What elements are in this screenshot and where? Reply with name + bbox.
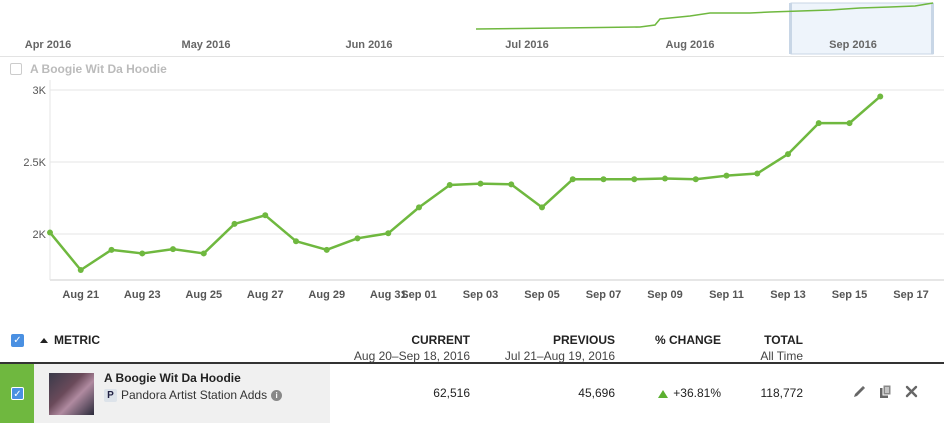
total-column-header[interactable]: TOTAL All Time xyxy=(760,333,803,363)
x-tick-label: Sep 17 xyxy=(893,289,928,301)
previous-header-label: PREVIOUS xyxy=(552,333,615,347)
info-icon[interactable]: i xyxy=(271,389,283,401)
metric-header-label: METRIC xyxy=(54,333,100,347)
navigator-chart[interactable]: Apr 2016 May 2016 Jun 2016 Jul 2016 Aug 2016… xyxy=(0,0,944,57)
data-point[interactable] xyxy=(200,250,207,257)
data-point[interactable] xyxy=(569,176,576,183)
total-header-sub: All Time xyxy=(760,349,803,363)
data-point[interactable] xyxy=(477,180,484,187)
row-checkbox[interactable]: ✓ xyxy=(11,387,24,400)
previous-value: 45,696 xyxy=(578,386,615,400)
x-tick-label: Aug 25 xyxy=(185,289,222,301)
data-point[interactable] xyxy=(323,246,330,253)
data-point[interactable] xyxy=(231,220,238,227)
data-point[interactable] xyxy=(815,120,822,127)
metric-line: P Pandora Artist Station Adds i xyxy=(104,388,283,402)
copy-icon[interactable] xyxy=(878,384,893,399)
data-point[interactable] xyxy=(77,267,84,273)
data-point[interactable] xyxy=(754,170,761,177)
data-point[interactable] xyxy=(692,176,699,183)
data-point[interactable] xyxy=(416,204,422,211)
x-tick-label: Aug 29 xyxy=(308,289,345,301)
main-chart: 2K 2.5K 3K Aug 21 Aug 23 Aug 25 Aug 27 Aug 29 A… xyxy=(23,80,944,301)
table-header: ✓ METRIC CURRENT Aug 20–Sep 18, 2016 PRE… xyxy=(0,318,944,364)
data-point[interactable] xyxy=(539,204,545,211)
close-icon[interactable] xyxy=(904,384,919,399)
x-tick-label: Aug 27 xyxy=(247,289,284,301)
current-value: 62,516 xyxy=(433,386,470,400)
metric-name: Pandora Artist Station Adds xyxy=(121,388,268,402)
previous-column-header[interactable]: PREVIOUS Jul 21–Aug 19, 2016 xyxy=(505,333,615,363)
row-name-cell: A Boogie Wit Da Hoodie P Pandora Artist … xyxy=(34,364,330,423)
y-tick-label: 3K xyxy=(33,85,47,97)
x-tick-label: Aug 31 xyxy=(370,289,407,301)
table-row: ✓ A Boogie Wit Da Hoodie P Pandora Artis… xyxy=(0,364,944,423)
data-point[interactable] xyxy=(293,238,299,245)
y-tick-label: 2.5K xyxy=(23,157,46,169)
navigator-month-label: Jun 2016 xyxy=(345,39,392,51)
previous-header-range: Jul 21–Aug 19, 2016 xyxy=(504,349,615,363)
y-tick-label: 2K xyxy=(33,229,47,241)
pencil-icon[interactable] xyxy=(852,384,867,399)
change-header-label: % CHANGE xyxy=(654,333,721,347)
navigator-handle-right[interactable] xyxy=(931,3,934,54)
data-point[interactable] xyxy=(600,176,607,183)
total-header-label: TOTAL xyxy=(764,333,803,347)
navigator-handle-left[interactable] xyxy=(789,3,792,54)
change-value: +36.81% xyxy=(673,386,721,400)
pandora-icon: P xyxy=(104,388,117,402)
data-point[interactable] xyxy=(446,182,453,189)
x-tick-label: Sep 15 xyxy=(832,289,867,301)
data-point[interactable] xyxy=(170,246,176,253)
change-value-cell: +36.81% xyxy=(658,386,721,400)
series-checkbox[interactable] xyxy=(10,63,22,75)
data-point[interactable] xyxy=(139,250,146,257)
select-all-checkbox[interactable]: ✓ xyxy=(11,334,24,347)
navigator[interactable]: Apr 2016 May 2016 Jun 2016 Jul 2016 Aug 2016… xyxy=(0,0,944,57)
x-tick-label: Sep 07 xyxy=(586,289,621,301)
change-column-header[interactable]: % CHANGE xyxy=(655,333,721,347)
data-point[interactable] xyxy=(262,212,269,219)
navigator-month-label: Sep 2016 xyxy=(829,39,877,51)
x-tick-label: Sep 13 xyxy=(770,289,805,301)
up-arrow-icon xyxy=(658,390,669,398)
navigator-selection[interactable] xyxy=(790,2,934,55)
row-actions xyxy=(852,384,919,399)
data-point[interactable] xyxy=(662,175,668,182)
data-point[interactable] xyxy=(877,93,884,100)
data-point[interactable] xyxy=(385,230,392,237)
current-header-range: Aug 20–Sep 18, 2016 xyxy=(353,349,470,363)
x-tick-label: Sep 03 xyxy=(463,289,498,301)
navigator-month-label: Jul 2016 xyxy=(505,39,548,51)
navigator-month-label: Apr 2016 xyxy=(25,39,71,51)
series-line xyxy=(49,95,882,272)
data-point[interactable] xyxy=(846,120,853,127)
data-point[interactable] xyxy=(631,176,638,183)
navigator-month-label: Aug 2016 xyxy=(666,39,715,51)
data-point[interactable] xyxy=(785,151,791,158)
data-point[interactable] xyxy=(354,235,361,242)
metric-column-header[interactable]: METRIC xyxy=(40,333,100,347)
data-point[interactable] xyxy=(723,172,730,179)
x-tick-label: Sep 09 xyxy=(647,289,682,301)
current-header-label: CURRENT xyxy=(411,333,470,347)
data-point[interactable] xyxy=(508,181,515,188)
total-value: 118,772 xyxy=(760,386,804,400)
artist-name[interactable]: A Boogie Wit Da Hoodie xyxy=(104,371,241,385)
x-tick-label: Sep 11 xyxy=(709,289,744,301)
data-point[interactable] xyxy=(108,246,115,253)
x-tick-label: Aug 23 xyxy=(124,289,161,301)
x-tick-label: Aug 21 xyxy=(62,289,99,301)
artist-thumbnail xyxy=(49,373,94,415)
series-label: A Boogie Wit Da Hoodie xyxy=(30,62,167,76)
sort-arrow-icon xyxy=(40,337,48,343)
navigator-line xyxy=(475,2,934,30)
x-tick-label: Sep 05 xyxy=(524,289,559,301)
current-column-header[interactable]: CURRENT Aug 20–Sep 18, 2016 xyxy=(354,333,470,363)
x-tick-label: Sep 01 xyxy=(401,289,436,301)
navigator-month-label: May 2016 xyxy=(182,39,231,51)
series-toggle[interactable]: A Boogie Wit Da Hoodie xyxy=(10,62,167,76)
metrics-table: ✓ METRIC CURRENT Aug 20–Sep 18, 2016 PRE… xyxy=(0,318,944,423)
data-point[interactable] xyxy=(47,229,53,236)
